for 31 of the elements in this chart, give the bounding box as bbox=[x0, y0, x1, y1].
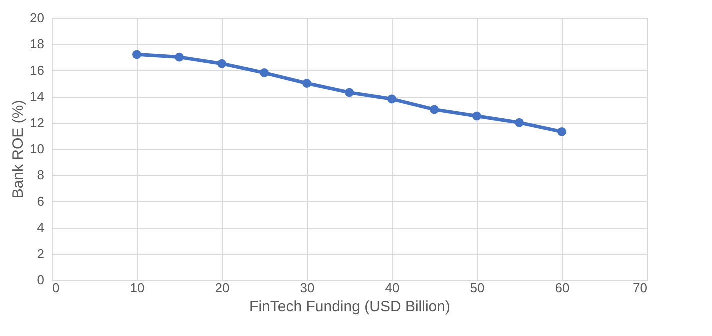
y-tick-label: 10 bbox=[30, 142, 44, 156]
y-tick-label: 20 bbox=[30, 10, 44, 26]
point bbox=[132, 50, 142, 60]
point bbox=[558, 128, 566, 136]
x-axis-title: FinTech Funding (USD Billion) bbox=[250, 298, 450, 316]
y-tick-label: 8 bbox=[37, 168, 44, 183]
y-tick-label: 12 bbox=[30, 115, 44, 130]
y-tick-label: 18 bbox=[30, 36, 44, 52]
x-tick-label: 0 bbox=[52, 280, 60, 296]
y-axis-title: Bank ROE (%) bbox=[10, 100, 28, 199]
point bbox=[345, 88, 354, 98]
y-tick-label: 6 bbox=[37, 194, 44, 209]
y-tick-label: 2 bbox=[37, 246, 44, 262]
point bbox=[218, 59, 226, 68]
x-tick-label: 20 bbox=[215, 280, 230, 296]
point bbox=[388, 94, 396, 104]
point bbox=[515, 118, 524, 128]
x-tick-label: 70 bbox=[633, 280, 648, 296]
x-tick-label: 50 bbox=[470, 280, 485, 296]
point bbox=[260, 68, 269, 78]
y-tick-label: 16 bbox=[30, 62, 44, 78]
x-tick-label: 40 bbox=[385, 280, 400, 296]
point bbox=[472, 112, 482, 121]
x-tick-label: 30 bbox=[300, 280, 315, 296]
y-tick-label: 4 bbox=[37, 220, 44, 236]
x-tick-label: 10 bbox=[130, 280, 145, 296]
point bbox=[175, 52, 184, 62]
x-tick-label: 60 bbox=[555, 280, 570, 296]
point bbox=[430, 105, 439, 114]
point bbox=[302, 79, 312, 88]
y-tick-label: 14 bbox=[30, 89, 44, 104]
